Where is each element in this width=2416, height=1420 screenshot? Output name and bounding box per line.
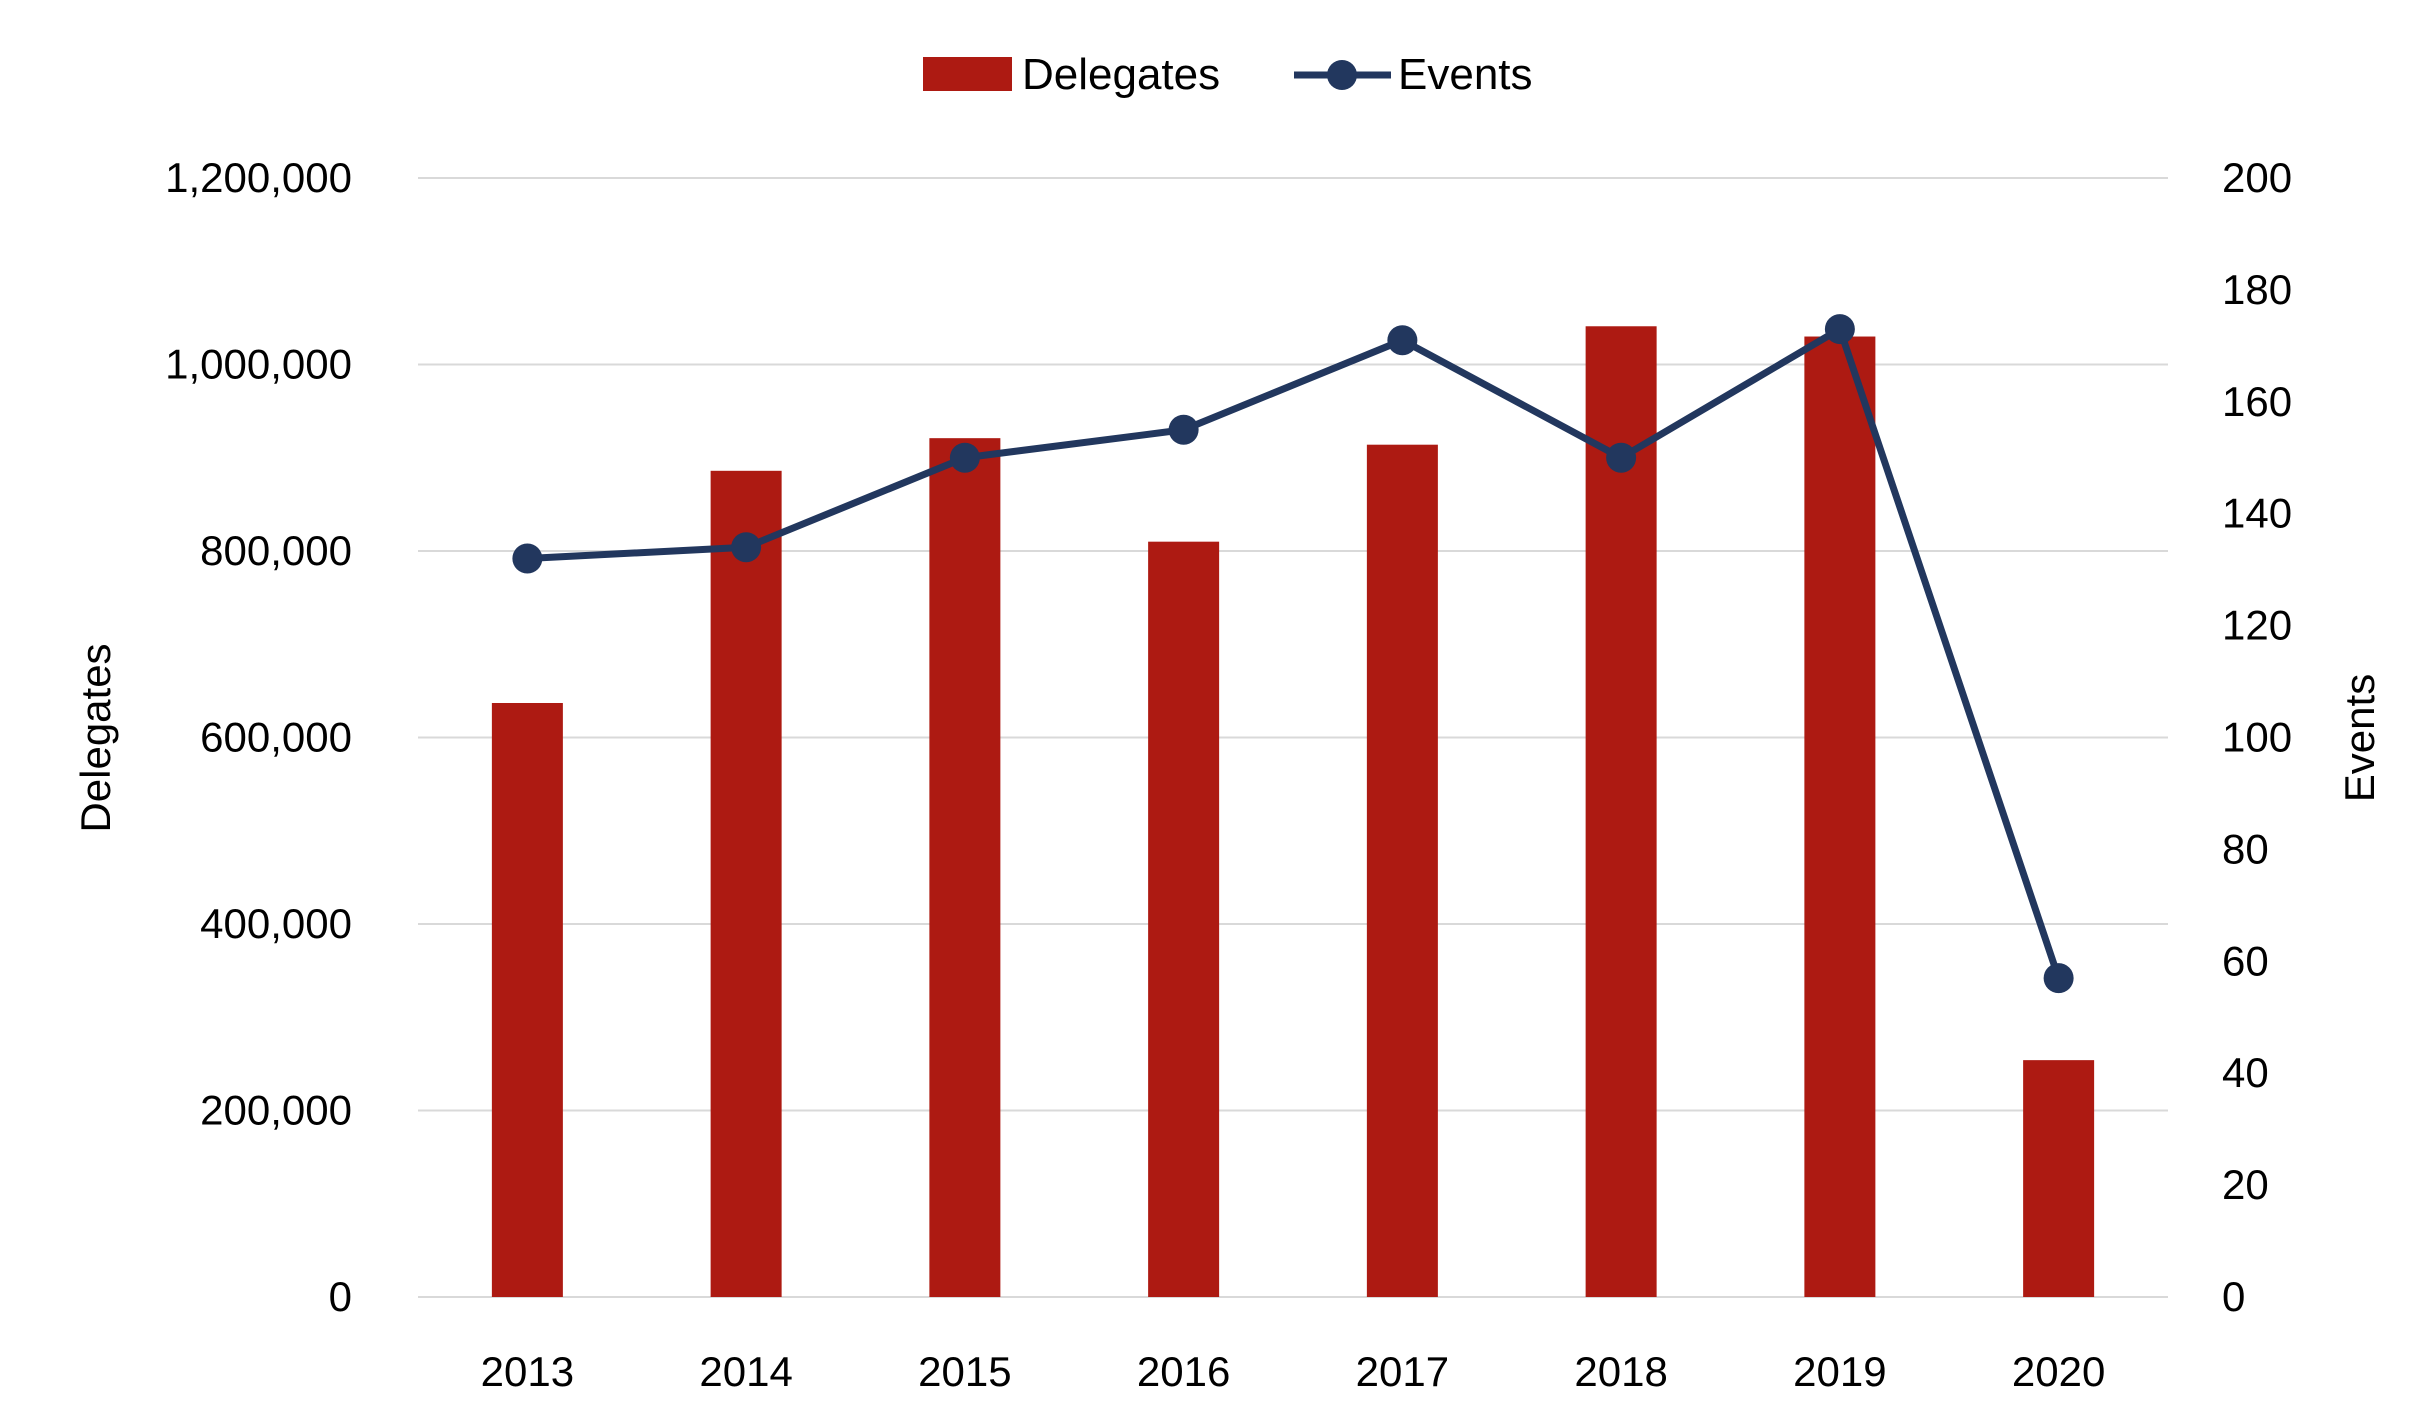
y-axis-title: Delegates <box>72 643 119 832</box>
bar-delegates <box>2023 1060 2095 1297</box>
y2-tick-label: 100 <box>2222 714 2292 761</box>
y-tick-label: 200,000 <box>200 1087 352 1134</box>
y-tick-label: 800,000 <box>200 527 352 574</box>
x-tick-label: 2016 <box>1137 1348 1230 1395</box>
events-point <box>949 442 980 473</box>
bar-delegates <box>1585 326 1657 1298</box>
legend-swatch-delegates <box>923 57 1012 91</box>
y2-axis-title: Events <box>2336 674 2383 802</box>
x-tick-label: 2019 <box>1793 1348 1886 1395</box>
events-point <box>1168 414 1199 445</box>
x-tick-label: 2013 <box>481 1348 574 1395</box>
x-tick-label: 2017 <box>1356 1348 1449 1395</box>
events-point <box>1824 314 1855 345</box>
y2-tick-label: 60 <box>2222 937 2269 984</box>
events-point <box>2043 963 2074 994</box>
y2-tick-label: 200 <box>2222 154 2292 201</box>
x-tick-label: 2014 <box>699 1348 792 1395</box>
y2-tick-label: 160 <box>2222 378 2292 425</box>
bar-delegates <box>929 438 1001 1298</box>
y2-tick-label: 20 <box>2222 1161 2269 1208</box>
events-point <box>1606 442 1637 473</box>
y2-tick-label: 0 <box>2222 1273 2245 1320</box>
bar-delegates <box>1804 336 1876 1297</box>
events-line-path <box>527 325 2062 980</box>
y2-tick-label: 140 <box>2222 490 2292 537</box>
axes: 0 200,000 400,000 600,000 800,000 1,000,000 1,… <box>72 154 2383 1395</box>
events-point <box>1387 325 1418 356</box>
y-tick-label: 1,000,000 <box>165 341 352 388</box>
legend-label-events: Events <box>1398 50 1533 99</box>
legend-label-delegates: Delegates <box>1022 50 1220 99</box>
y2-tick-label: 180 <box>2222 266 2292 313</box>
bar-delegates <box>1148 541 1220 1297</box>
bar-delegates <box>710 470 782 1297</box>
y-tick-label: 1,200,000 <box>165 154 352 201</box>
events-point <box>512 543 543 574</box>
bar-delegates <box>1366 444 1438 1297</box>
y-tick-label: 0 <box>329 1273 352 1320</box>
x-tick-label: 2018 <box>1574 1348 1667 1395</box>
x-tick-label: 2020 <box>2012 1348 2105 1395</box>
y2-tick-label: 40 <box>2222 1049 2269 1096</box>
bar-delegates <box>491 702 563 1297</box>
events-line <box>512 314 2074 994</box>
gridlines <box>418 177 2168 1298</box>
y-tick-label: 400,000 <box>200 900 352 947</box>
x-tick-label: 2015 <box>918 1348 1011 1395</box>
y2-tick-label: 120 <box>2222 602 2292 649</box>
delegates-bars <box>491 326 2095 1298</box>
events-point <box>731 532 762 563</box>
legend-marker-events <box>1327 60 1357 90</box>
y2-tick-label: 80 <box>2222 825 2269 872</box>
legend: Delegates Events <box>923 50 1533 99</box>
y-tick-label: 600,000 <box>200 714 352 761</box>
